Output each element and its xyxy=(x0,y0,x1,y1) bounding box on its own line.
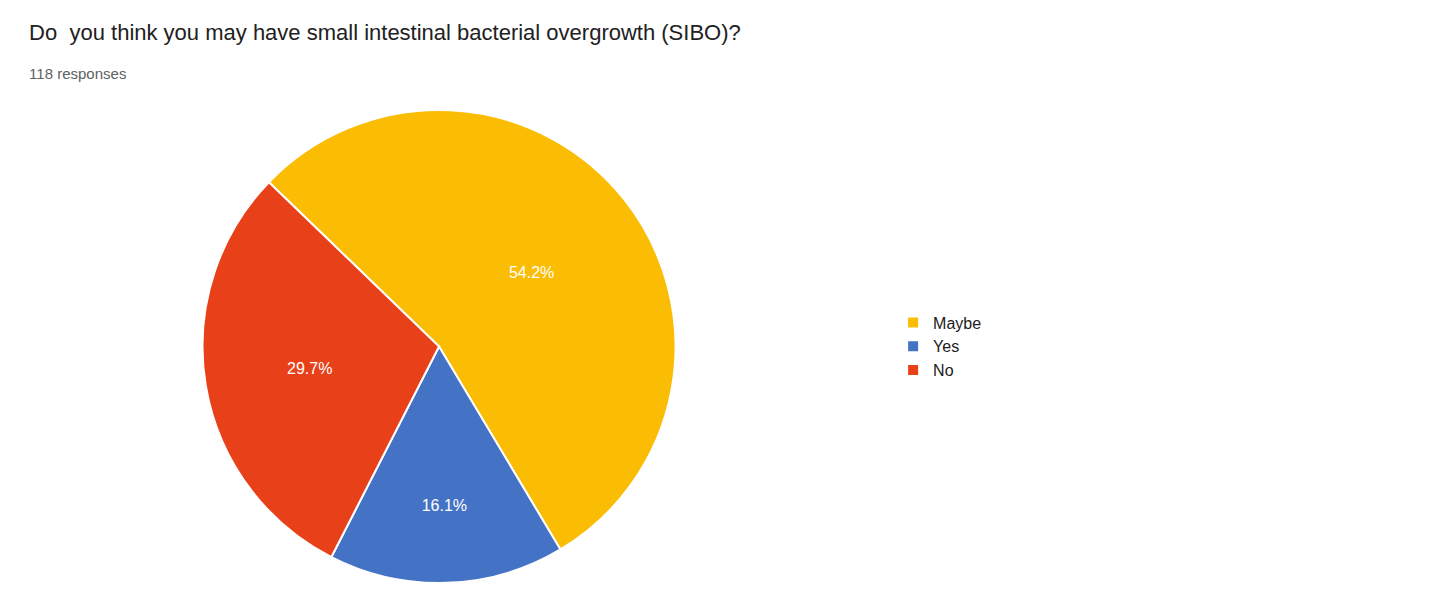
svg-text:16.1%: 16.1% xyxy=(422,497,467,514)
svg-text:Do you think you may have sma: Do you think you may have small intestin… xyxy=(29,20,741,45)
svg-text:54.2%: 54.2% xyxy=(509,264,554,281)
svg-text:Maybe: Maybe xyxy=(933,315,981,332)
svg-text:No: No xyxy=(933,362,954,379)
svg-text:118 responses: 118 responses xyxy=(29,65,126,82)
svg-text:Yes: Yes xyxy=(933,338,959,355)
svg-text:29.7%: 29.7% xyxy=(287,360,332,377)
